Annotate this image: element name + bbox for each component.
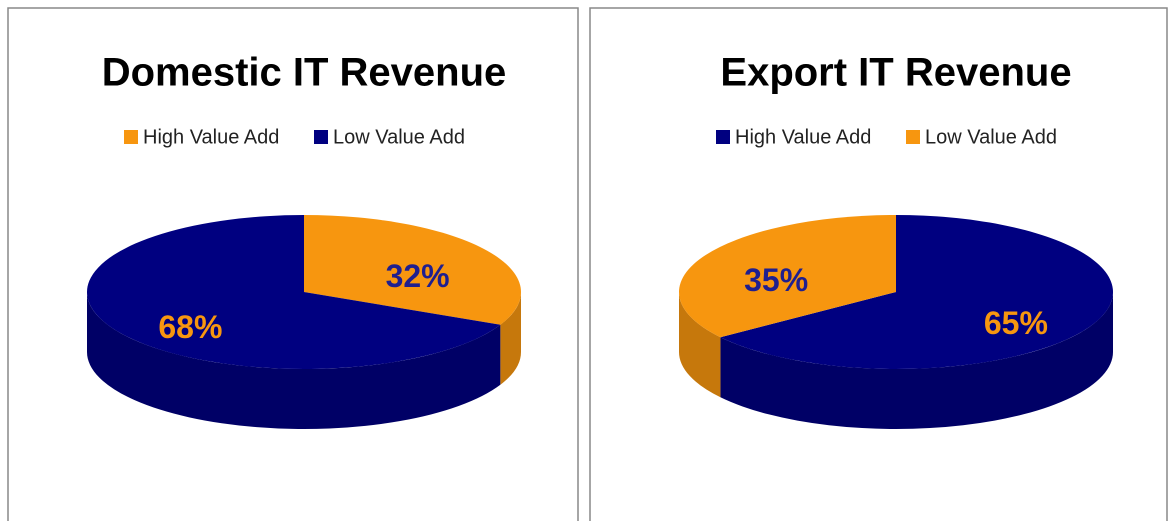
data-label: 32%: [386, 258, 450, 294]
pie-side: [500, 292, 521, 385]
legend-swatch: [124, 130, 138, 144]
legend-label: High Value Add: [143, 126, 279, 148]
pie-side: [679, 292, 721, 398]
legend-label: Low Value Add: [333, 126, 465, 148]
pie-slice: [304, 215, 521, 325]
pie-slice: [87, 215, 501, 369]
pie-side: [87, 292, 501, 429]
legend-label: High Value Add: [735, 126, 871, 148]
legend-label: Low Value Add: [925, 126, 1057, 148]
pie-slice: [679, 215, 896, 338]
data-label: 65%: [984, 305, 1048, 341]
pie-slice: [720, 215, 1113, 369]
chart-title: Domestic IT Revenue: [102, 51, 507, 95]
legend-swatch: [314, 130, 328, 144]
data-label: 68%: [158, 309, 222, 345]
legend-swatch: [906, 130, 920, 144]
legend-swatch: [716, 130, 730, 144]
chart-title: Export IT Revenue: [720, 51, 1071, 95]
data-label: 35%: [744, 262, 808, 298]
pie-side: [720, 292, 1113, 429]
